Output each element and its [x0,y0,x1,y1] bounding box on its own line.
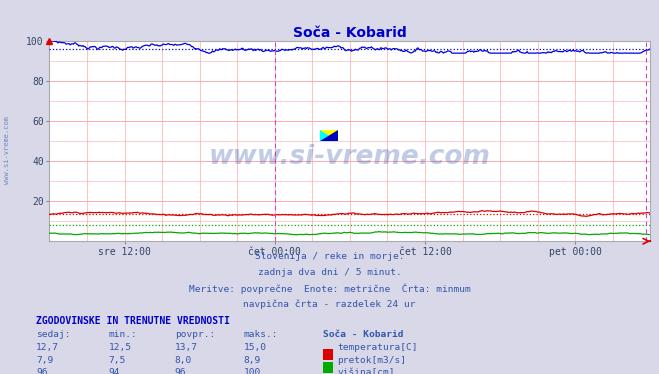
Text: višina[cm]: višina[cm] [337,368,395,374]
Text: 96: 96 [36,368,47,374]
Text: 94: 94 [109,368,120,374]
Text: temperatura[C]: temperatura[C] [337,343,418,352]
Text: min.:: min.: [109,330,138,339]
Text: pretok[m3/s]: pretok[m3/s] [337,356,407,365]
Text: 13,7: 13,7 [175,343,198,352]
Text: 8,0: 8,0 [175,356,192,365]
Text: Soča - Kobarid: Soča - Kobarid [323,330,403,339]
Text: 12,5: 12,5 [109,343,132,352]
FancyBboxPatch shape [320,130,338,141]
Text: 7,9: 7,9 [36,356,53,365]
Title: Soča - Kobarid: Soča - Kobarid [293,26,407,40]
Text: maks.:: maks.: [244,330,278,339]
Text: Slovenija / reke in morje.: Slovenija / reke in morje. [255,252,404,261]
Polygon shape [320,130,338,141]
Text: navpična črta - razdelek 24 ur: navpična črta - razdelek 24 ur [243,300,416,309]
Text: 7,5: 7,5 [109,356,126,365]
Text: ZGODOVINSKE IN TRENUTNE VREDNOSTI: ZGODOVINSKE IN TRENUTNE VREDNOSTI [36,316,230,326]
Text: 12,7: 12,7 [36,343,59,352]
Text: 96: 96 [175,368,186,374]
Text: zadnja dva dni / 5 minut.: zadnja dva dni / 5 minut. [258,268,401,277]
Text: 8,9: 8,9 [244,356,261,365]
Text: 100: 100 [244,368,261,374]
Text: 15,0: 15,0 [244,343,267,352]
Polygon shape [320,130,338,141]
Text: www.si-vreme.com: www.si-vreme.com [209,144,491,170]
Text: www.si-vreme.com: www.si-vreme.com [3,116,10,184]
Text: sedaj:: sedaj: [36,330,71,339]
Text: Meritve: povprečne  Enote: metrične  Črta: minmum: Meritve: povprečne Enote: metrične Črta:… [188,284,471,294]
Text: povpr.:: povpr.: [175,330,215,339]
